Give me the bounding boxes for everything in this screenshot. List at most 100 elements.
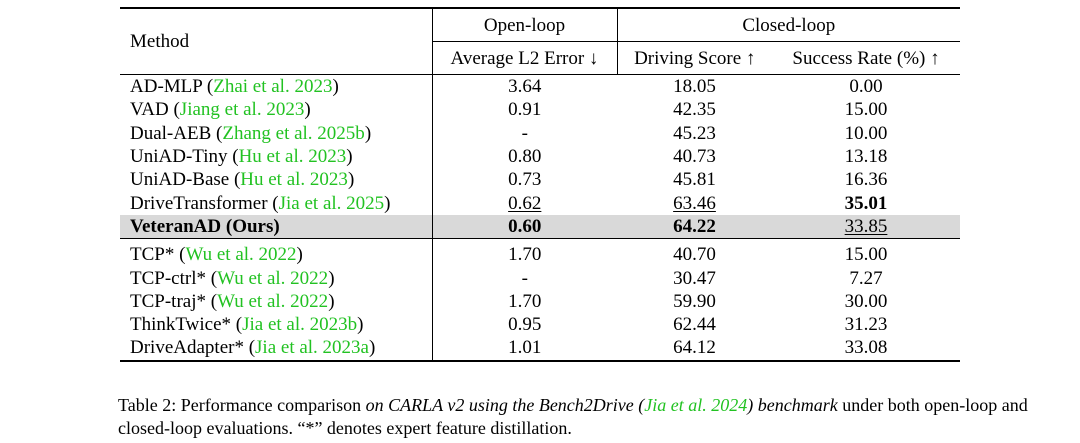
table-row: TCP-ctrl* (Wu et al. 2022) - 30.47 7.27 (120, 266, 960, 290)
value: 0.62 (508, 192, 542, 214)
value-cell: 0.95 (431, 312, 617, 337)
table-wrap: Method Open-loop Closed-loop Average L2 … (120, 7, 961, 362)
value-cell: 1.01 (431, 336, 617, 362)
table-row: VeteranAD (Ours) 0.60 64.22 33.85 (120, 214, 961, 240)
method-name: VAD ( (130, 99, 180, 121)
value-cell: 45.23 (617, 122, 772, 145)
method-name: ThinkTwice* ( (130, 314, 243, 336)
value: 3.64 (508, 76, 542, 98)
caption-text: Table 2: Performance comparison (118, 395, 366, 415)
method-name: Dual-AEB ( (130, 122, 223, 144)
method-name: TCP-ctrl* ( (130, 267, 218, 289)
table-row: UniAD-Base (Hu et al. 2023) 0.73 45.81 16.3… (120, 168, 960, 192)
value-cell: 31.23 (772, 313, 960, 336)
value-cell: 64.22 (617, 214, 772, 240)
value-cell: 0.80 (431, 144, 617, 169)
method-cell: VeteranAD (Ours) (120, 214, 432, 240)
value-cell: 7.27 (772, 266, 960, 289)
value: 1.01 (508, 337, 542, 359)
citation[interactable]: Jia et al. 2023a (255, 337, 369, 359)
citation[interactable]: Jiang et al. 2023 (179, 99, 305, 121)
method-cell: VAD (Jiang et al. 2023) (120, 98, 432, 121)
value-cell: 42.35 (617, 98, 772, 121)
method-name: ) (384, 192, 391, 214)
value: 64.22 (673, 215, 716, 237)
value: 13.18 (844, 146, 888, 168)
method-name: UniAD-Base ( (130, 169, 241, 191)
value: 30.00 (844, 290, 888, 312)
value-cell: 30.00 (772, 290, 960, 313)
value-cell: 15.00 (772, 98, 960, 121)
value-cell: - (431, 266, 617, 290)
table-row: TCP-traj* (Wu et al. 2022) 1.70 59.90 30.00 (120, 289, 960, 313)
method-cell: TCP* (Wu et al. 2022) (120, 239, 432, 267)
value-cell: 10.00 (772, 122, 960, 145)
method-name: ) (347, 169, 355, 191)
value-cell: 40.70 (617, 239, 772, 267)
method-name: ) (364, 122, 372, 144)
value: 0.80 (508, 146, 542, 168)
method-cell: DriveAdapter* (Jia et al. 2023a) (120, 336, 432, 362)
value: 64.12 (673, 337, 716, 359)
value: 10.00 (844, 122, 888, 144)
method-cell: AD-MLP (Zhai et al. 2023) (120, 75, 432, 99)
group-header: Open-loop (431, 7, 617, 42)
method-name: DriveAdapter* ( (130, 337, 256, 359)
value: 40.70 (673, 244, 716, 266)
citation[interactable]: Zhai et al. 2023 (213, 76, 333, 98)
value: 30.47 (673, 267, 716, 289)
value: 62.44 (673, 314, 716, 336)
table-body: AD-MLP (Zhai et al. 2023) 3.64 18.05 0.00 VA… (120, 74, 961, 362)
value: 0.00 (849, 76, 883, 98)
method-name: ) (304, 99, 311, 121)
citation[interactable]: Hu et al. 2023 (240, 169, 348, 191)
value: 16.36 (844, 169, 888, 191)
value: 7.27 (849, 267, 883, 289)
citation[interactable]: Jia et al. 2024 (644, 395, 748, 415)
caption-text: on CARLA v2 using the Bench2Drive ( (365, 395, 645, 415)
citation[interactable]: Jia et al. 2025 (278, 192, 385, 214)
table-row: AD-MLP (Zhai et al. 2023) 3.64 18.05 0.00 (120, 74, 960, 99)
value-cell: - (431, 121, 617, 145)
table-row: VAD (Jiang et al. 2023) 0.91 42.35 15.00 (120, 98, 960, 122)
method-cell: UniAD-Tiny (Hu et al. 2023) (120, 145, 432, 168)
value-cell: 18.05 (617, 75, 772, 99)
value-cell: 62.44 (617, 313, 772, 336)
value: 35.01 (844, 192, 888, 214)
table-row: DriveAdapter* (Jia et al. 2023a) 1.01 64.1… (120, 336, 961, 362)
value: 1.70 (508, 244, 542, 266)
method-cell: TCP-traj* (Wu et al. 2022) (120, 290, 432, 313)
value-cell: 3.64 (431, 74, 617, 99)
value: 0.91 (508, 99, 542, 121)
value-cell: 33.85 (772, 214, 961, 240)
value-cell: 33.08 (772, 336, 961, 362)
value: 45.81 (673, 169, 716, 191)
value: 42.35 (673, 99, 716, 121)
citation[interactable]: Jia et al. 2023b (242, 314, 358, 336)
value-cell: 40.73 (617, 145, 772, 168)
value: - (521, 267, 528, 289)
caption: Table 2: Performance comparison on CARLA… (118, 394, 1078, 440)
value: 40.73 (673, 146, 716, 168)
value-cell: 64.12 (617, 336, 772, 362)
citation[interactable]: Wu et al. 2022 (185, 244, 297, 266)
column-header: Success Rate (%) ↑ (772, 41, 961, 75)
method-name: AD-MLP ( (130, 76, 214, 98)
table-row: Dual-AEB (Zhang et al. 2025b) - 45.23 10.00 (120, 121, 960, 145)
citation[interactable]: Wu et al. 2022 (217, 290, 329, 312)
value-cell: 0.62 (431, 191, 617, 215)
value: 63.46 (673, 192, 716, 214)
citation[interactable]: Zhang et al. 2025b (222, 122, 365, 144)
method-name: TCP-traj* ( (130, 290, 218, 312)
results-table: Method Open-loop Closed-loop Average L2 … (120, 7, 961, 362)
value-cell: 35.01 (772, 191, 960, 214)
value: 33.08 (844, 337, 888, 359)
value: 1.70 (508, 290, 542, 312)
citation[interactable]: Wu et al. 2022 (217, 267, 329, 289)
citation[interactable]: Hu et al. 2023 (238, 146, 347, 168)
table-row: UniAD-Tiny (Hu et al. 2023) 0.80 40.73 13.1… (120, 144, 960, 169)
value: 31.23 (844, 314, 888, 336)
value-cell: 15.00 (772, 239, 960, 267)
method-header: Method (120, 7, 432, 75)
